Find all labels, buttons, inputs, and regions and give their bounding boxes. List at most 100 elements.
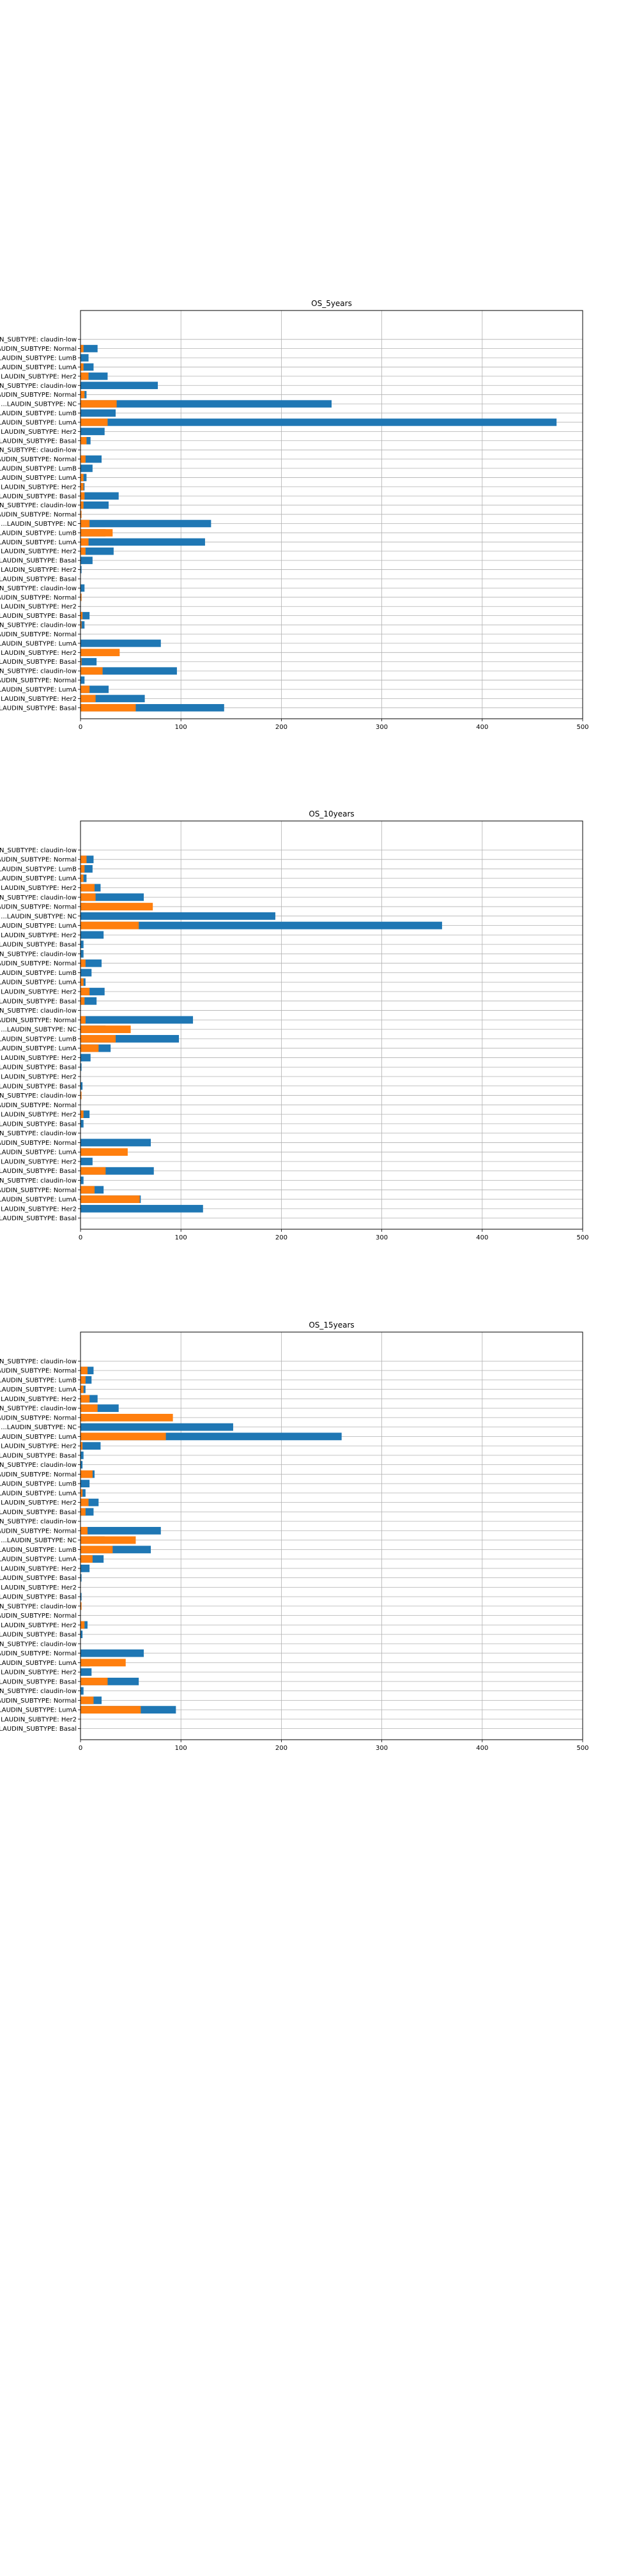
y-tick-label: ...LAUDIN_SUBTYPE: Normal [0, 456, 77, 463]
y-tick-label: ...LAUDIN_SUBTYPE: Normal [0, 1187, 77, 1194]
bar-series-blue [80, 418, 557, 426]
bar-series-blue [80, 667, 177, 675]
y-tick-label: ...N_SUBTYPE: claudin-low [0, 1641, 77, 1648]
bar-series-orange [80, 997, 85, 1005]
y-tick-label: ...N_SUBTYPE: claudin-low [0, 585, 77, 592]
bar-series-orange [80, 1659, 126, 1667]
y-tick-label: ...LAUDIN_SUBTYPE: LumB [0, 410, 77, 417]
bar-series-blue [80, 1376, 92, 1384]
bar-series-orange [80, 1195, 140, 1203]
y-tick-label: ...LAUDIN_SUBTYPE: Her2 [0, 1669, 77, 1676]
x-tick-label: 300 [376, 724, 388, 731]
bar-series-blue [80, 1498, 99, 1506]
bar-series-orange [80, 1696, 94, 1705]
x-tick-label: 100 [175, 1745, 187, 1752]
y-tick-label: ...N_SUBTYPE: claudin-low [0, 502, 77, 509]
bar-series-orange [80, 694, 96, 703]
y-tick-label: ...LAUDIN_SUBTYPE: LumA [0, 1386, 77, 1393]
y-tick-label: ...LAUDIN_SUBTYPE: Normal [0, 1698, 77, 1705]
y-tick-label: ...N_SUBTYPE: claudin-low [0, 1358, 77, 1365]
x-tick-label: 0 [79, 1745, 82, 1752]
bar-series-blue [80, 1687, 84, 1695]
y-tick-label: ...LAUDIN_SUBTYPE: Normal [0, 1650, 77, 1657]
bar-series-blue [80, 1063, 82, 1071]
y-tick-label: ...LAUDIN_SUBTYPE: Basal [0, 998, 77, 1005]
y-tick-label: ...LAUDIN_SUBTYPE: Her2 [0, 885, 77, 892]
y-tick-label: ...N_SUBTYPE: claudin-low [0, 447, 77, 454]
x-tick-label: 300 [376, 1745, 388, 1752]
chart-title: OS_15years [309, 1321, 354, 1330]
bar-series-blue [80, 547, 114, 555]
y-tick-label: ...LAUDIN_SUBTYPE: Normal [0, 392, 77, 399]
y-tick-label: ...LAUDIN_SUBTYPE: Normal [0, 1140, 77, 1147]
bar-series-blue [80, 997, 97, 1005]
bar-series-blue [80, 640, 161, 647]
y-tick-label: ...N_SUBTYPE: claudin-low [0, 951, 77, 958]
bar-series-blue [80, 694, 145, 703]
y-tick-label: ...LAUDIN_SUBTYPE: Her2 [0, 1584, 77, 1591]
y-tick-label: ...LAUDIN_SUBTYPE: Her2 [0, 1396, 77, 1403]
y-tick-label: ...LAUDIN_SUBTYPE: LumB [0, 1547, 77, 1554]
bar-series-orange [80, 594, 82, 601]
y-tick-label: ...LAUDIN_SUBTYPE: Normal [0, 857, 77, 864]
y-tick-label: ...LAUDIN_SUBTYPE: LumA [0, 364, 77, 371]
bar-series-blue [80, 1404, 119, 1413]
y-tick-label: ...LAUDIN_SUBTYPE: NC [1, 1027, 77, 1034]
y-tick-label: ...LAUDIN_SUBTYPE: Basal [0, 1726, 77, 1733]
bar-series-blue [80, 921, 442, 930]
x-tick-label: 500 [576, 1745, 588, 1752]
bar-series-orange [80, 529, 113, 537]
bar-series-blue [80, 1442, 101, 1450]
bar-series-blue [80, 1649, 144, 1657]
y-tick-label: ...LAUDIN_SUBTYPE: Her2 [0, 932, 77, 939]
bar-series-blue [80, 1016, 194, 1024]
chart-title: OS_5years [311, 299, 352, 308]
y-tick-label: ...LAUDIN_SUBTYPE: Normal [0, 346, 77, 353]
y-tick-label: ...LAUDIN_SUBTYPE: Normal [0, 594, 77, 601]
y-tick-label: ...LAUDIN_SUBTYPE: Basal [0, 438, 77, 445]
y-tick-label: ...LAUDIN_SUBTYPE: LumA [0, 686, 77, 693]
bar-series-blue [80, 1034, 180, 1043]
y-tick-label: ...LAUDIN_SUBTYPE: Basal [0, 576, 77, 583]
x-tick-label: 400 [476, 1745, 488, 1752]
y-tick-label: ...LAUDIN_SUBTYPE: Basal [0, 942, 77, 949]
bar-series-blue [80, 686, 109, 693]
bar-series-orange [80, 1677, 108, 1685]
y-tick-label: ...LAUDIN_SUBTYPE: Her2 [0, 1565, 77, 1572]
y-tick-label: ...LAUDIN_SUBTYPE: Her2 [0, 650, 77, 657]
y-tick-label: ...LAUDIN_SUBTYPE: LumB [0, 1481, 77, 1488]
y-tick-label: ...LAUDIN_SUBTYPE: Her2 [0, 567, 77, 574]
y-tick-label: ...LAUDIN_SUBTYPE: LumA [0, 419, 77, 426]
y-tick-label: ...LAUDIN_SUBTYPE: Basal [0, 558, 77, 565]
bar-series-blue [80, 1630, 83, 1639]
bar-series-orange [80, 519, 90, 528]
y-tick-label: ...LAUDIN_SUBTYPE: LumA [0, 1490, 77, 1497]
y-tick-label: ...LAUDIN_SUBTYPE: Basal [0, 705, 77, 712]
plot-frame [80, 1331, 583, 1740]
bar-series-blue [80, 1508, 94, 1516]
y-tick-label: ...LAUDIN_SUBTYPE: Her2 [0, 696, 77, 703]
y-tick-label: ...LAUDIN_SUBTYPE: Her2 [0, 1055, 77, 1062]
y-tick-label: ...N_SUBTYPE: claudin-low [0, 337, 77, 344]
bar-series-blue [80, 1564, 90, 1572]
x-tick-label: 0 [79, 1234, 82, 1241]
bar-series-orange [80, 1498, 89, 1506]
y-tick-label: ...LAUDIN_SUBTYPE: LumB [0, 1377, 77, 1384]
y-tick-label: ...LAUDIN_SUBTYPE: Normal [0, 1613, 77, 1620]
bar-series-blue [80, 409, 116, 417]
y-tick-label: ...LAUDIN_SUBTYPE: LumA [0, 1707, 77, 1714]
bar-series-orange [80, 903, 153, 910]
y-tick-label: ...LAUDIN_SUBTYPE: NC [1, 1424, 77, 1431]
y-tick-label: ...LAUDIN_SUBTYPE: Her2 [0, 1158, 77, 1165]
bar-series-orange [80, 621, 82, 629]
bar-series-blue [80, 893, 144, 901]
bar-series-blue [80, 621, 85, 629]
bar-series-blue [80, 492, 119, 500]
y-tick-label: ...LAUDIN_SUBTYPE: Normal [0, 1102, 77, 1109]
bar-series-orange [80, 611, 83, 620]
y-tick-label: ...LAUDIN_SUBTYPE: LumB [0, 466, 77, 473]
bar-series-blue [80, 1668, 92, 1676]
y-tick-label: ...LAUDIN_SUBTYPE: LumA [0, 1197, 77, 1204]
y-tick-label: ...LAUDIN_SUBTYPE: Basal [0, 493, 77, 500]
bar-series-orange [80, 492, 85, 500]
